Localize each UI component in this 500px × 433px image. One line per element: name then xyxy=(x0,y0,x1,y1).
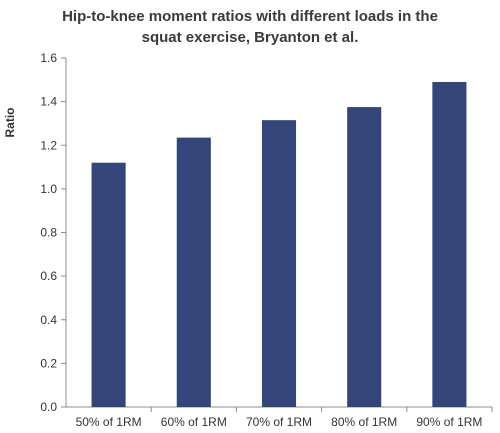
x-tick-label: 80% of 1RM xyxy=(331,415,397,429)
y-tick-label: 0.2 xyxy=(40,356,57,370)
y-tick-label: 0.6 xyxy=(40,269,57,283)
y-tick-label: 1.2 xyxy=(40,138,57,152)
bar xyxy=(261,120,297,408)
bar xyxy=(176,137,211,407)
bar xyxy=(432,81,467,408)
x-tick-label: 50% of 1RM xyxy=(76,415,142,429)
y-axis-label: Ratio xyxy=(3,108,17,138)
y-tick-label: 1.0 xyxy=(40,182,57,196)
y-tick-label: 0.8 xyxy=(40,226,57,240)
chart-title-line-2: squat exercise, Bryanton et al. xyxy=(141,29,359,46)
y-tick-label: 1.6 xyxy=(40,51,57,65)
chart-title: Hip-to-knee moment ratios with different… xyxy=(0,6,500,48)
x-tick-label: 90% of 1RM xyxy=(416,415,482,429)
y-tick-label: 0.0 xyxy=(40,400,57,414)
y-tick-label: 0.4 xyxy=(40,313,57,327)
bar xyxy=(347,107,382,407)
x-tick-label: 70% of 1RM xyxy=(246,415,312,429)
bar xyxy=(91,162,126,407)
y-tick-label: 1.4 xyxy=(40,95,57,109)
chart-title-line-1: Hip-to-knee moment ratios with different… xyxy=(62,8,438,25)
x-tick-label: 60% of 1RM xyxy=(161,415,227,429)
